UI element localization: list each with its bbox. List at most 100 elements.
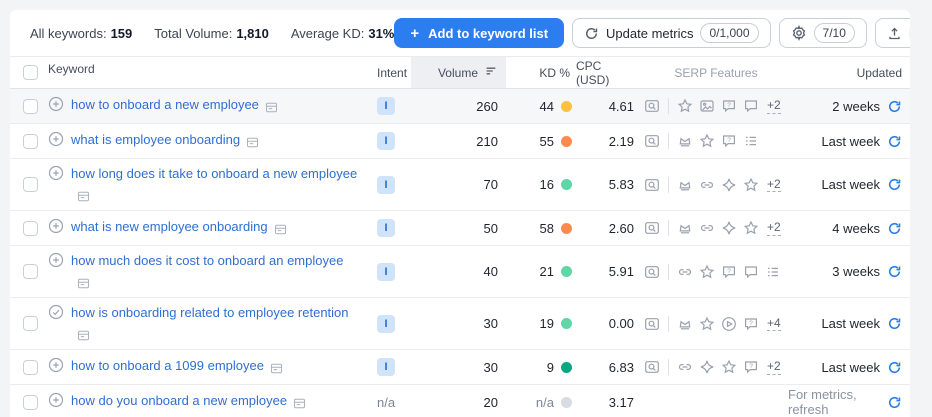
updated-text: For metrics, refresh <box>788 387 857 417</box>
row-checkbox-cell <box>10 177 44 192</box>
keyword-added-check-icon[interactable] <box>48 304 64 320</box>
keyword-link[interactable]: how do you onboard a new employee <box>71 393 288 409</box>
serp-preview-icon[interactable] <box>644 264 660 280</box>
serp-preview-icon[interactable] <box>644 177 660 193</box>
row-checkbox[interactable] <box>22 394 38 410</box>
keyword-link[interactable]: what is employee onboarding <box>71 132 241 148</box>
add-keyword-icon[interactable] <box>48 96 64 112</box>
add-keyword-icon[interactable] <box>48 252 64 268</box>
column-header-kd[interactable]: KD % <box>539 65 570 80</box>
serp-snapshot-icon[interactable] <box>270 358 283 378</box>
serp-preview-icon[interactable] <box>644 98 660 114</box>
keyword-cell: how much does it cost to onboard an empl… <box>44 246 369 297</box>
serp-preview-icon[interactable] <box>644 316 660 332</box>
divider <box>668 263 669 280</box>
add-keyword-icon[interactable] <box>48 357 64 373</box>
kd-difficulty-dot <box>561 100 572 112</box>
column-header-keyword[interactable]: Keyword <box>48 62 95 76</box>
keyword-link[interactable]: how long does it take to onboard a new e… <box>71 166 358 181</box>
refresh-metrics-icon[interactable] <box>887 134 902 149</box>
row-checkbox[interactable] <box>22 133 38 149</box>
keyword-cell: how is onboarding related to employee re… <box>44 298 369 349</box>
serp-snapshot-icon[interactable] <box>77 273 90 293</box>
serp-more-features[interactable]: +2 <box>767 359 781 375</box>
serp-preview-icon[interactable] <box>644 220 660 236</box>
column-header-intent[interactable]: Intent <box>377 65 408 80</box>
column-header-serp-features[interactable]: SERP Features <box>674 65 758 80</box>
keyword-text-wrap: how do you onboard a new employee <box>71 391 306 413</box>
serp-feature-diamond-icon <box>721 177 737 193</box>
refresh-metrics-icon[interactable] <box>887 395 902 410</box>
serp-features-cell: ? <box>642 133 788 149</box>
intent-cell: I <box>369 219 411 237</box>
row-checkbox[interactable] <box>22 264 38 279</box>
add-to-keyword-list-button[interactable]: + Add to keyword list <box>394 18 565 48</box>
keyword-text-wrap: how to onboard a new employee <box>71 95 278 117</box>
settings-button[interactable]: 7/10 <box>778 18 867 48</box>
table-header: Keyword Intent Volume KD % CPC (USD) SER… <box>10 56 910 89</box>
refresh-metrics-icon[interactable] <box>887 177 902 192</box>
serp-snapshot-icon[interactable] <box>265 97 278 117</box>
add-keyword-icon[interactable] <box>48 218 64 234</box>
intent-cell: I <box>369 175 411 194</box>
column-header-volume[interactable]: Volume <box>411 57 506 88</box>
row-checkbox[interactable] <box>22 316 38 331</box>
keyword-link[interactable]: how to onboard a 1099 employee <box>71 358 264 374</box>
serp-preview-icon[interactable] <box>644 133 660 149</box>
keyword-link[interactable]: what is new employee onboarding <box>71 219 268 235</box>
updated-text: Last week <box>821 177 880 192</box>
row-checkbox[interactable] <box>22 177 38 192</box>
export-button[interactable]: Export <box>874 18 910 48</box>
kd-difficulty-dot <box>561 135 572 147</box>
svg-text:?: ? <box>727 267 731 274</box>
average-kd-stat: Average KD: 31% <box>290 25 395 41</box>
intent-cell: I <box>369 97 411 115</box>
serp-snapshot-icon[interactable] <box>246 132 259 152</box>
column-header-updated[interactable]: Updated <box>856 65 902 80</box>
svg-text:?: ? <box>749 319 753 326</box>
divider <box>668 315 669 332</box>
serp-snapshot-icon[interactable] <box>293 393 306 413</box>
refresh-metrics-icon[interactable] <box>887 316 902 331</box>
kd-cell: 58 <box>506 221 576 236</box>
row-checkbox[interactable] <box>22 359 38 375</box>
serp-more-features[interactable]: +2 <box>767 220 781 236</box>
serp-more-features[interactable]: +2 <box>767 98 781 114</box>
row-checkbox-cell <box>10 316 44 331</box>
add-keyword-icon[interactable] <box>48 392 64 408</box>
svg-text:?: ? <box>749 363 753 370</box>
serp-feature-crown-icon <box>677 133 693 149</box>
column-header-cpc[interactable]: CPC (USD) <box>576 58 610 87</box>
all-keywords-stat: All keywords: 159 <box>30 25 133 41</box>
row-checkbox[interactable] <box>22 98 38 114</box>
export-icon <box>887 26 902 41</box>
serp-feature-bubble-icon <box>743 264 759 280</box>
row-checkbox-cell <box>10 264 44 279</box>
serp-preview-icon[interactable] <box>644 359 660 375</box>
row-checkbox[interactable] <box>22 220 38 236</box>
keyword-link[interactable]: how much does it cost to onboard an empl… <box>71 253 344 268</box>
row-checkbox-cell <box>10 220 44 236</box>
keyword-link[interactable]: how to onboard a new employee <box>71 97 259 113</box>
refresh-metrics-icon[interactable] <box>887 360 902 375</box>
serp-feature-crown-icon <box>677 316 693 332</box>
serp-snapshot-icon[interactable] <box>77 325 90 345</box>
serp-snapshot-icon[interactable] <box>274 219 287 239</box>
add-keyword-icon[interactable] <box>48 131 64 147</box>
refresh-metrics-icon[interactable] <box>887 99 902 114</box>
add-keyword-icon[interactable] <box>48 165 64 181</box>
keyword-link[interactable]: how is onboarding related to employee re… <box>71 305 349 320</box>
cpc-cell: 4.61 <box>576 99 642 114</box>
serp-more-features[interactable]: +4 <box>767 315 781 332</box>
keyword-cell: how do you onboard a new employee <box>44 386 369 417</box>
keyword-text-wrap: how is onboarding related to employee re… <box>71 303 361 344</box>
refresh-metrics-icon[interactable] <box>887 264 902 279</box>
update-metrics-button[interactable]: Update metrics 0/1,000 <box>572 18 771 48</box>
serp-features-cell: ? +4 <box>642 315 788 332</box>
refresh-metrics-icon[interactable] <box>887 221 902 236</box>
serp-snapshot-icon[interactable] <box>77 186 90 206</box>
table-row: how do you onboard a new employee n/a 20… <box>10 385 910 417</box>
serp-more-features[interactable]: +2 <box>767 176 781 193</box>
keyword-text-wrap: how long does it take to onboard a new e… <box>71 164 361 205</box>
select-all-checkbox[interactable] <box>22 65 38 80</box>
